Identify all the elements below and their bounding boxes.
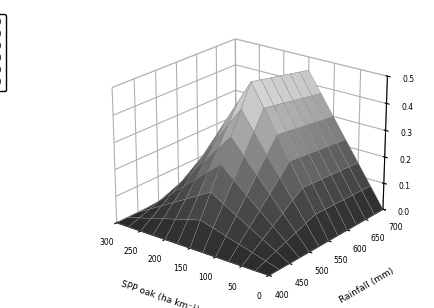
Legend: 0.00, 0.10, 0.20, 0.30, 0.40, 0.50: 0.00, 0.10, 0.20, 0.30, 0.40, 0.50 — [0, 14, 6, 91]
Y-axis label: Rainfall (mm): Rainfall (mm) — [338, 266, 395, 305]
X-axis label: SPP oak (ha km⁻¹): SPP oak (ha km⁻¹) — [119, 280, 200, 308]
